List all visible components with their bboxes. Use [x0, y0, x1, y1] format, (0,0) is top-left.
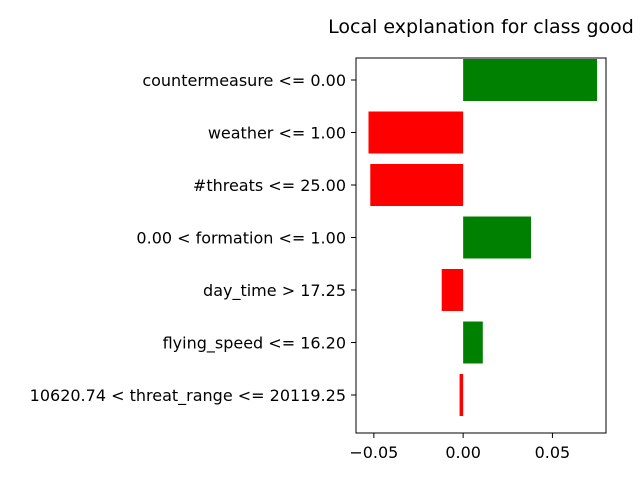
plot-frame	[355, 57, 607, 434]
y-tick-label: flying_speed <= 16.20	[163, 334, 346, 354]
y-tick-label: #threats <= 25.00	[193, 176, 346, 195]
bar	[459, 374, 464, 416]
y-tick-label: countermeasure <= 0.00	[142, 71, 346, 90]
y-tick-label: day_time > 17.25	[203, 281, 346, 301]
y-tick-label: weather <= 1.00	[208, 124, 346, 143]
bar	[441, 269, 464, 311]
x-tick-label: 0.05	[535, 443, 571, 462]
y-tick-label: 0.00 < formation <= 1.00	[136, 229, 346, 248]
x-ticks: −0.05 0.00 0.05	[349, 433, 570, 462]
bars	[368, 59, 598, 416]
chart-title: Local explanation for class good	[328, 16, 634, 38]
x-tick-label: −0.05	[349, 443, 398, 462]
x-tick-label: 0.00	[445, 443, 481, 462]
y-tick-labels: countermeasure <= 0.00 weather <= 1.00 #th…	[30, 71, 356, 406]
y-tick-label: 10620.74 < threat_range <= 20119.25	[30, 386, 346, 406]
bar	[368, 111, 464, 154]
bar	[463, 216, 531, 259]
bar	[370, 164, 464, 206]
bar	[463, 59, 598, 101]
bar	[463, 321, 483, 364]
